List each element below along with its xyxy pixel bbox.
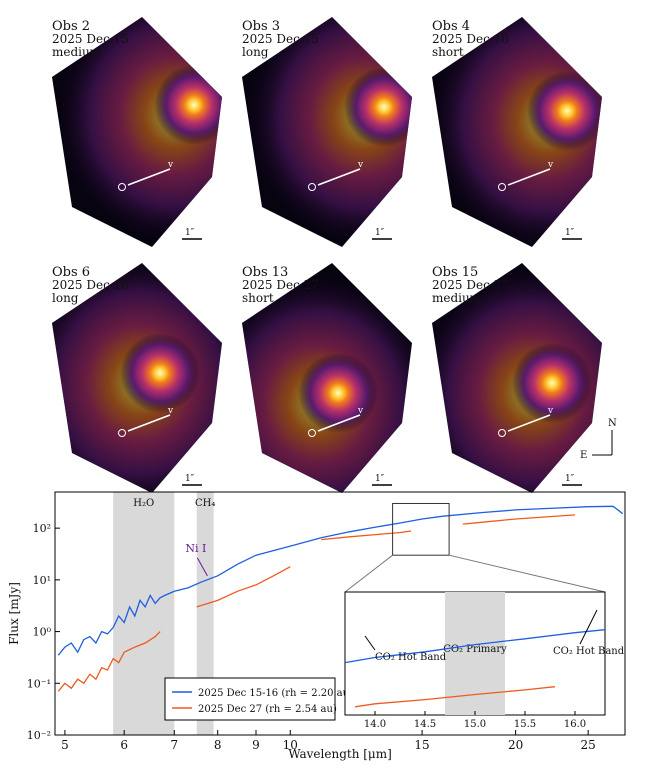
obs-date: 2025 Dec 16 bbox=[432, 32, 509, 46]
velocity-arrow bbox=[127, 168, 171, 186]
obs-mode: long bbox=[242, 45, 269, 59]
inset-x-tick-label: 15.5 bbox=[514, 719, 536, 730]
zoom-connector bbox=[344, 554, 393, 593]
inset-line bbox=[344, 629, 606, 664]
nucleus bbox=[527, 71, 602, 151]
plot-frame bbox=[54, 491, 626, 736]
x-axis-label: Wavelength [μm] bbox=[288, 747, 392, 761]
zoom-connector bbox=[448, 554, 606, 593]
obs-mode: short bbox=[242, 291, 274, 305]
y-tick-label: 10² bbox=[33, 522, 51, 535]
y-tick-label: 10⁻² bbox=[27, 729, 51, 742]
legend-box bbox=[164, 677, 336, 721]
x-tick-label: 20 bbox=[508, 738, 523, 752]
inset-x-tick-label: 14.0 bbox=[364, 719, 386, 730]
velocity-label: v bbox=[167, 160, 174, 170]
velocity-arrow bbox=[507, 414, 551, 432]
obs-date: 2025 Dec 16 bbox=[52, 278, 129, 292]
inset-x-tick-label: 14.5 bbox=[414, 719, 436, 730]
obs-mode: medium bbox=[432, 291, 482, 305]
legend-label: 2025 Dec 27 (rh = 2.54 au) bbox=[198, 704, 337, 715]
velocity-label: v bbox=[547, 406, 554, 416]
inset-band-label: CO₂ Primary bbox=[443, 644, 507, 655]
velocity-label: v bbox=[167, 406, 174, 416]
inset-line bbox=[354, 686, 556, 708]
sun-symbol bbox=[498, 183, 506, 191]
velocity-arrow bbox=[127, 414, 171, 432]
x-tick-label: 10 bbox=[283, 738, 298, 752]
spectrum-line bbox=[57, 514, 575, 692]
zoom-box bbox=[392, 502, 450, 556]
velocity-arrow bbox=[507, 168, 551, 186]
scale-label: 1″ bbox=[185, 228, 195, 238]
nucleus bbox=[344, 67, 412, 147]
y-tick-label: 10⁻¹ bbox=[27, 677, 51, 690]
obs-mode: short bbox=[432, 45, 464, 59]
obs-title: Obs 6 bbox=[52, 265, 90, 280]
x-tick-label: 5 bbox=[61, 738, 69, 752]
velocity-arrow bbox=[317, 168, 361, 186]
velocity-arrow bbox=[317, 414, 361, 432]
scale-label: 1″ bbox=[375, 474, 385, 484]
sun-symbol bbox=[498, 429, 506, 437]
compass-n-label: N bbox=[608, 418, 617, 429]
sun-symbol bbox=[118, 429, 126, 437]
obs-date: 2025 Dec 27 bbox=[432, 278, 509, 292]
x-tick-label: 7 bbox=[170, 738, 178, 752]
annotation-arrow bbox=[196, 557, 208, 577]
nucleus bbox=[154, 65, 222, 145]
obs-title: Obs 2 bbox=[52, 19, 90, 34]
velocity-label: v bbox=[357, 406, 364, 416]
y-tick-label: 10¹ bbox=[33, 574, 51, 587]
velocity-label: v bbox=[547, 160, 554, 170]
obs-date: 2025 Dec 15 bbox=[52, 32, 129, 46]
band bbox=[113, 492, 175, 735]
band bbox=[196, 492, 214, 735]
legend-label: 2025 Dec 15-16 (rh = 2.20 au) bbox=[198, 688, 353, 699]
band-label: CH₄ bbox=[195, 498, 215, 509]
spectrum-line bbox=[57, 505, 624, 656]
obs-mode: long bbox=[52, 291, 79, 305]
inset-arrow bbox=[579, 609, 598, 645]
velocity-label: v bbox=[357, 160, 364, 170]
sun-symbol bbox=[118, 183, 126, 191]
x-tick-label: 8 bbox=[214, 738, 222, 752]
y-axis-label: Flux [mJy] bbox=[7, 582, 21, 645]
x-tick-label: 6 bbox=[120, 738, 128, 752]
scale-label: 1″ bbox=[565, 474, 575, 484]
obs-title: Obs 15 bbox=[432, 265, 478, 280]
x-tick-label: 25 bbox=[581, 738, 596, 752]
obs-date: 2025 Dec 15 bbox=[242, 32, 319, 46]
sun-symbol bbox=[308, 429, 316, 437]
y-tick-label: 10⁰ bbox=[33, 626, 52, 639]
nucleus bbox=[298, 353, 378, 433]
inset-x-tick-label: 15.0 bbox=[464, 719, 486, 730]
obs-title: Obs 3 bbox=[242, 19, 280, 34]
scale-label: 1″ bbox=[375, 228, 385, 238]
inset-annotation: CO₂ Hot Band bbox=[553, 646, 625, 657]
sun-symbol bbox=[308, 183, 316, 191]
x-tick-label: 15 bbox=[414, 738, 429, 752]
band-label: H₂O bbox=[133, 498, 154, 509]
scale-label: 1″ bbox=[565, 228, 575, 238]
scale-label: 1″ bbox=[185, 474, 195, 484]
x-tick-label: 9 bbox=[252, 738, 260, 752]
inset-annotation: CO₂ Hot Band bbox=[375, 652, 447, 663]
annotation: Ni I bbox=[185, 542, 206, 555]
obs-title: Obs 13 bbox=[242, 265, 288, 280]
nucleus bbox=[512, 343, 592, 423]
inset-x-tick-label: 16.0 bbox=[564, 719, 586, 730]
compass-e-label: E bbox=[580, 450, 587, 461]
obs-date: 2025 Dec 27 bbox=[242, 278, 319, 292]
obs-mode: medium bbox=[52, 45, 102, 59]
nucleus bbox=[120, 333, 200, 413]
obs-title: Obs 4 bbox=[432, 19, 470, 34]
inset-arrow bbox=[364, 635, 376, 651]
